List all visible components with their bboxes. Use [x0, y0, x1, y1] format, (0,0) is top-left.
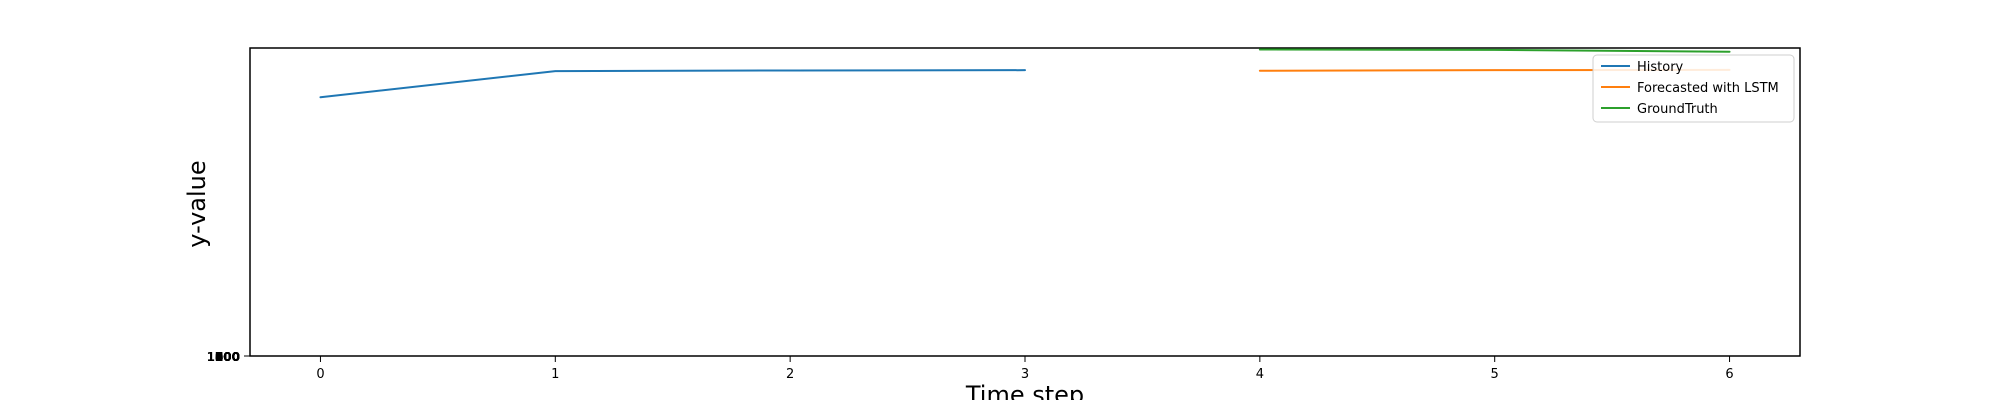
series-line-groundtruth: [1258, 48, 1731, 53]
y-tick-label: 300: [215, 350, 240, 364]
series-line-history: [319, 69, 1026, 99]
y-tick-label: 600: [215, 350, 240, 364]
legend-label-history: History: [1637, 60, 1684, 75]
x-tick-label: 6: [1725, 367, 1733, 382]
x-tick-label: 0: [316, 367, 324, 382]
y-tick-label: 200: [215, 350, 240, 364]
y-tick-label: 800: [215, 350, 240, 364]
x-tick-label: 1: [551, 367, 559, 382]
y-tick-label: 500: [215, 350, 240, 364]
legend-label-lstm: Forecasted with LSTM: [1637, 81, 1779, 96]
y-tick-label: 1000: [207, 350, 240, 364]
y-tick-label: 700: [215, 350, 240, 364]
legend-box: [1592, 54, 1795, 123]
x-axis-ticks: 0 1 2 3 4 5 6: [316, 356, 1734, 382]
y-tick-label: 900: [215, 350, 240, 364]
x-tick-label: 3: [1021, 367, 1029, 382]
legend-label-groundtruth: GroundTruth: [1637, 102, 1718, 117]
y-tick-label: 400: [215, 350, 240, 364]
plot-area-frame: [249, 47, 1801, 357]
y-axis-label: y-value: [183, 160, 211, 247]
x-tick-label: 5: [1491, 367, 1499, 382]
series-group: [319, 48, 1731, 99]
x-tick-label: 4: [1256, 367, 1264, 382]
x-axis-label: Time step: [965, 381, 1084, 400]
x-tick-label: 2: [786, 367, 794, 382]
y-tick-label: 100: [215, 350, 240, 364]
legend: History Forecasted with LSTM GroundTruth: [1592, 54, 1795, 123]
